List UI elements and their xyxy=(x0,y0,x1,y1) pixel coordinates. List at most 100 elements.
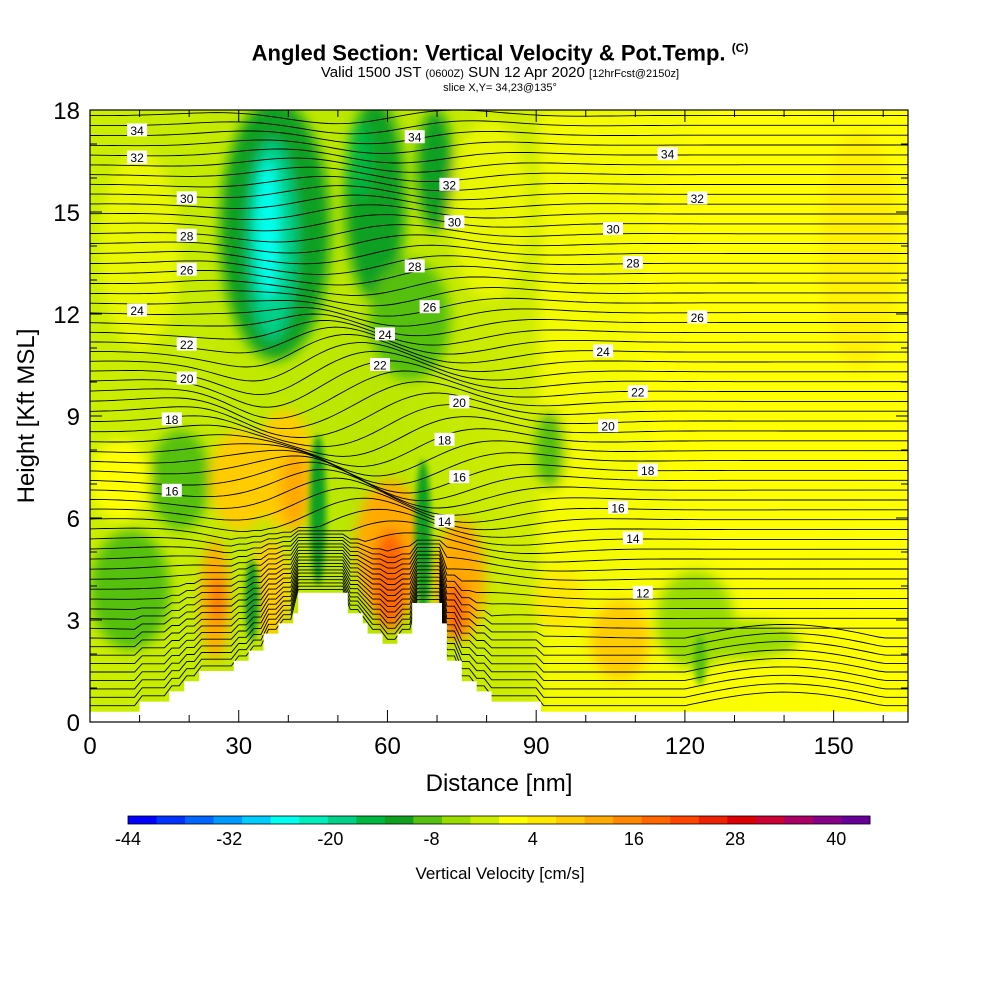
contour-label: 16 xyxy=(611,501,625,515)
contour-label: 18 xyxy=(438,433,452,447)
x-tick-label: 0 xyxy=(83,733,96,760)
theta-contour xyxy=(90,455,908,494)
theta-contour xyxy=(90,572,908,665)
theta-contour xyxy=(90,297,908,317)
chart-title-block: Angled Section: Vertical Velocity & Pot.… xyxy=(0,36,1000,95)
theta-contour xyxy=(90,148,908,164)
y-tick-label: 15 xyxy=(53,200,80,227)
colorbar-swatch xyxy=(698,816,728,824)
colorbar-swatch xyxy=(242,816,272,824)
colorbar-swatch xyxy=(527,816,557,824)
theta-contour xyxy=(90,319,908,346)
theta-contour xyxy=(90,559,908,630)
theta-contour xyxy=(90,214,908,232)
contour-label-bg xyxy=(622,531,643,545)
contour-label: 30 xyxy=(448,216,462,230)
theta-contour xyxy=(90,579,908,681)
contour-label: 26 xyxy=(691,311,705,325)
contour-label: 28 xyxy=(408,260,422,274)
theta-contour xyxy=(90,120,908,135)
y-tick-label: 6 xyxy=(67,506,80,533)
theta-contour xyxy=(90,234,908,254)
theta-contour xyxy=(90,326,908,355)
contour-label: 34 xyxy=(130,124,144,138)
copyright-mark: (C) xyxy=(731,41,749,55)
theta-contour xyxy=(90,287,908,307)
theta-contour xyxy=(90,139,908,154)
contour-label: 24 xyxy=(130,304,144,318)
colorbar-tick-label: 28 xyxy=(725,829,745,849)
theta-contour xyxy=(90,532,908,554)
colorbar-swatch xyxy=(270,816,300,824)
contour-label-bg xyxy=(176,262,197,276)
contour-label-bg xyxy=(687,310,708,324)
contour-label: 22 xyxy=(180,338,194,352)
theta-contour xyxy=(90,370,908,420)
colorbar-tick-label: 4 xyxy=(528,829,538,849)
colorbar-frame xyxy=(127,815,871,825)
colorbar: -44 -32 -20 -8 4 16 28 40 xyxy=(115,815,871,849)
colorbar-swatch xyxy=(441,816,471,824)
contour-label: 18 xyxy=(165,413,179,427)
colorbar-swatch xyxy=(499,816,528,824)
theta-contour xyxy=(90,194,908,210)
theta-contour xyxy=(90,224,908,243)
colorbar-swatch xyxy=(356,816,386,824)
contour-label: 20 xyxy=(453,396,467,410)
plot-area: 34 32 30 28 26 24 22 20 18 16 34 32 30 28 26 24 22 20 18 16… xyxy=(90,110,908,722)
contour-label: 12 xyxy=(636,586,650,600)
y-tick-label: 0 xyxy=(67,710,80,737)
theta-contour xyxy=(90,360,908,408)
chart-title: Angled Section: Vertical Velocity & Pot.… xyxy=(0,36,1000,65)
theta-contour xyxy=(90,449,908,486)
colorbar-swatch xyxy=(784,816,814,824)
theta-contour xyxy=(90,381,908,430)
theta-contour xyxy=(90,313,908,337)
contour-label: 24 xyxy=(596,345,610,359)
colorbar-tick-label: -20 xyxy=(317,829,343,849)
theta-contour xyxy=(90,508,908,540)
contour-label-bg xyxy=(657,147,678,161)
contour-label: 30 xyxy=(180,192,194,206)
contour-label: 32 xyxy=(443,178,457,192)
theta-contour xyxy=(90,307,908,327)
theta-contour xyxy=(90,185,908,201)
colorbar-swatch xyxy=(156,816,186,824)
colorbar-swatch xyxy=(670,816,700,824)
contour-label-bg xyxy=(176,337,197,351)
theta-contour xyxy=(90,540,908,572)
colorbar-tick-label: -8 xyxy=(423,829,439,849)
valid-date: SUN 12 Apr 2020 xyxy=(468,64,585,82)
theta-contour xyxy=(90,575,908,673)
colorbar-swatch xyxy=(327,816,357,824)
contour-label: 28 xyxy=(626,257,640,271)
theta-contour xyxy=(90,244,908,265)
contour-label-bg xyxy=(603,222,623,235)
theta-contour xyxy=(90,276,908,296)
x-tick-label: 150 xyxy=(814,733,854,760)
terrain-mask xyxy=(90,592,908,722)
theta-contour xyxy=(90,130,908,145)
contour-label: 32 xyxy=(130,151,144,165)
contour-label-bg xyxy=(637,463,658,477)
theta-contour xyxy=(90,562,908,639)
theta-contour xyxy=(90,342,908,382)
x-axis-label: Distance [nm] xyxy=(426,770,573,797)
slice-line: slice X,Y= 34,23@135° xyxy=(443,82,557,95)
colorbar-swatch xyxy=(727,816,757,824)
x-tick-label: 30 xyxy=(225,733,252,760)
colorbar-swatch xyxy=(641,816,671,824)
contour-label: 20 xyxy=(601,420,615,434)
contour-label: 28 xyxy=(180,229,194,243)
colorbar-swatch xyxy=(128,816,157,824)
theta-contour xyxy=(90,157,908,173)
contour-label: 20 xyxy=(180,372,194,386)
theta-contour xyxy=(90,416,908,457)
contour-label-bg xyxy=(598,419,619,433)
contour-label: 18 xyxy=(641,464,655,478)
colorbar-tick-label: -32 xyxy=(216,829,242,849)
contour-label-bg xyxy=(449,395,470,409)
contour-label: 16 xyxy=(453,471,467,485)
contour-label-bg xyxy=(593,344,614,358)
contour-label-bg xyxy=(439,177,460,191)
